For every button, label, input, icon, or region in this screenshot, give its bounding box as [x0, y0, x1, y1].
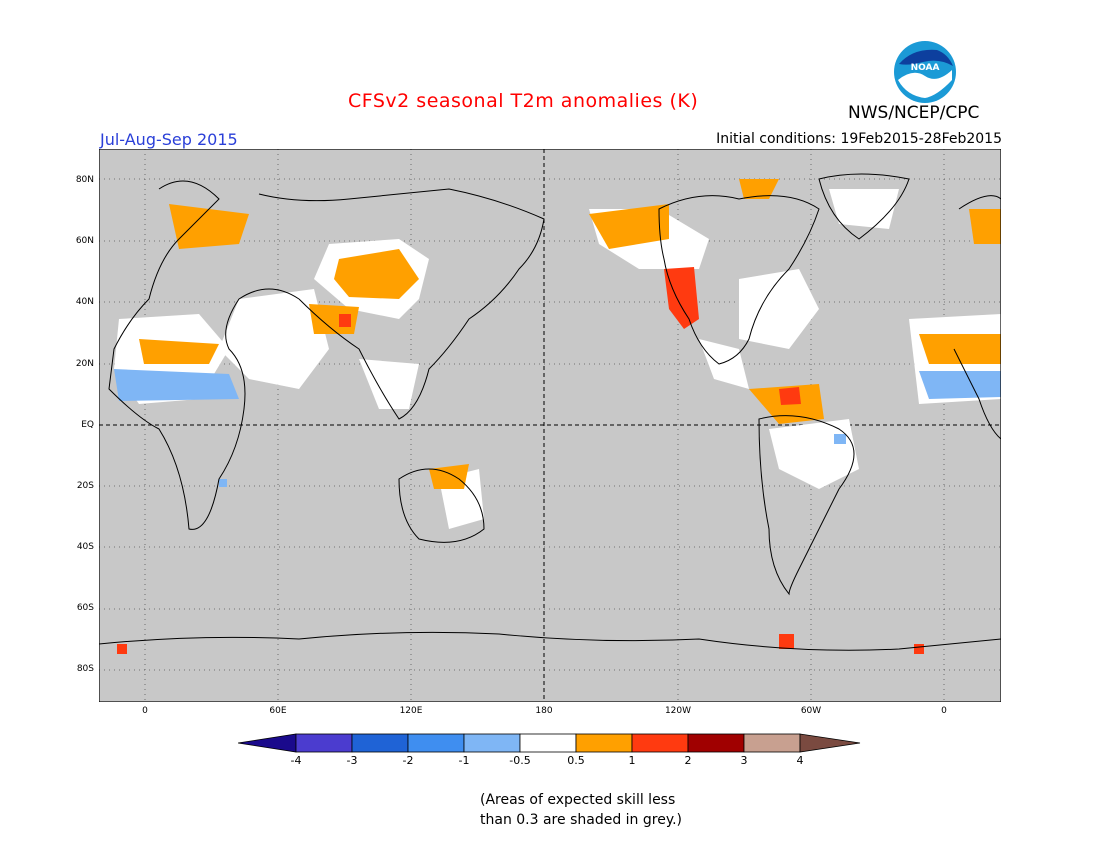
colorbar-label: 4 — [796, 754, 804, 767]
skill-note-line: than 0.3 are shaded in grey.) — [480, 812, 683, 828]
lat-label: 80N — [75, 175, 94, 185]
colorbar-swatch — [407, 733, 465, 753]
logo-text: NOAA — [911, 63, 940, 73]
noaa-logo: NOAA — [894, 41, 956, 103]
colorbar-swatch — [351, 733, 409, 753]
initial-conditions-label: Initial conditions: 19Feb2015-28Feb2015 — [716, 131, 1002, 147]
lon-label: 180 — [535, 706, 553, 716]
lon-label: 120E — [399, 706, 423, 716]
lon-label: 0 — [941, 706, 947, 716]
lon-label: 0 — [142, 706, 148, 716]
colorbar-label: 3 — [740, 754, 748, 767]
colorbar-label: 0.5 — [567, 754, 585, 767]
colorbar-swatch — [575, 733, 633, 753]
lat-label: 20N — [75, 359, 94, 369]
coastlines — [99, 173, 1001, 651]
page-title: CFSv2 seasonal T2m anomalies (K) — [348, 90, 699, 112]
colorbar-label: -2 — [402, 754, 414, 767]
colorbar-swatch — [631, 733, 689, 753]
organization-label: NWS/NCEP/CPC — [848, 103, 980, 123]
lat-label: 60N — [75, 236, 94, 246]
colorbar-swatch — [519, 733, 577, 753]
lon-label: 60E — [269, 706, 287, 716]
colorbar-swatch — [743, 733, 801, 753]
cold-anomaly-regions — [114, 369, 1001, 487]
colorbar-swatch — [799, 733, 861, 753]
colorbar-swatch — [687, 733, 745, 753]
colorbar-swatch — [295, 733, 353, 753]
lat-label: 20S — [76, 481, 94, 491]
lon-label: 60W — [800, 706, 822, 716]
colorbar-label: 2 — [684, 754, 692, 767]
lat-label: EQ — [81, 420, 94, 430]
colorbar-label: -0.5 — [509, 754, 531, 767]
lat-label: 60S — [76, 603, 94, 613]
colorbar-label: 1 — [628, 754, 636, 767]
colorbar — [238, 733, 861, 753]
colorbar-label: -3 — [346, 754, 358, 767]
lat-label: 40N — [75, 297, 94, 307]
colorbar-swatch — [463, 733, 521, 753]
lat-label: 40S — [76, 542, 94, 552]
season-label: Jul-Aug-Sep 2015 — [100, 130, 238, 149]
anomaly-map — [99, 149, 1001, 702]
lat-label: 80S — [76, 664, 94, 674]
lon-label: 120W — [664, 706, 692, 716]
strong-warm-anomaly-regions — [117, 267, 924, 654]
colorbar-label: -1 — [458, 754, 470, 767]
colorbar-label: -4 — [290, 754, 302, 767]
skill-note-line: (Areas of expected skill less — [480, 792, 676, 808]
colorbar-swatch — [238, 733, 297, 753]
